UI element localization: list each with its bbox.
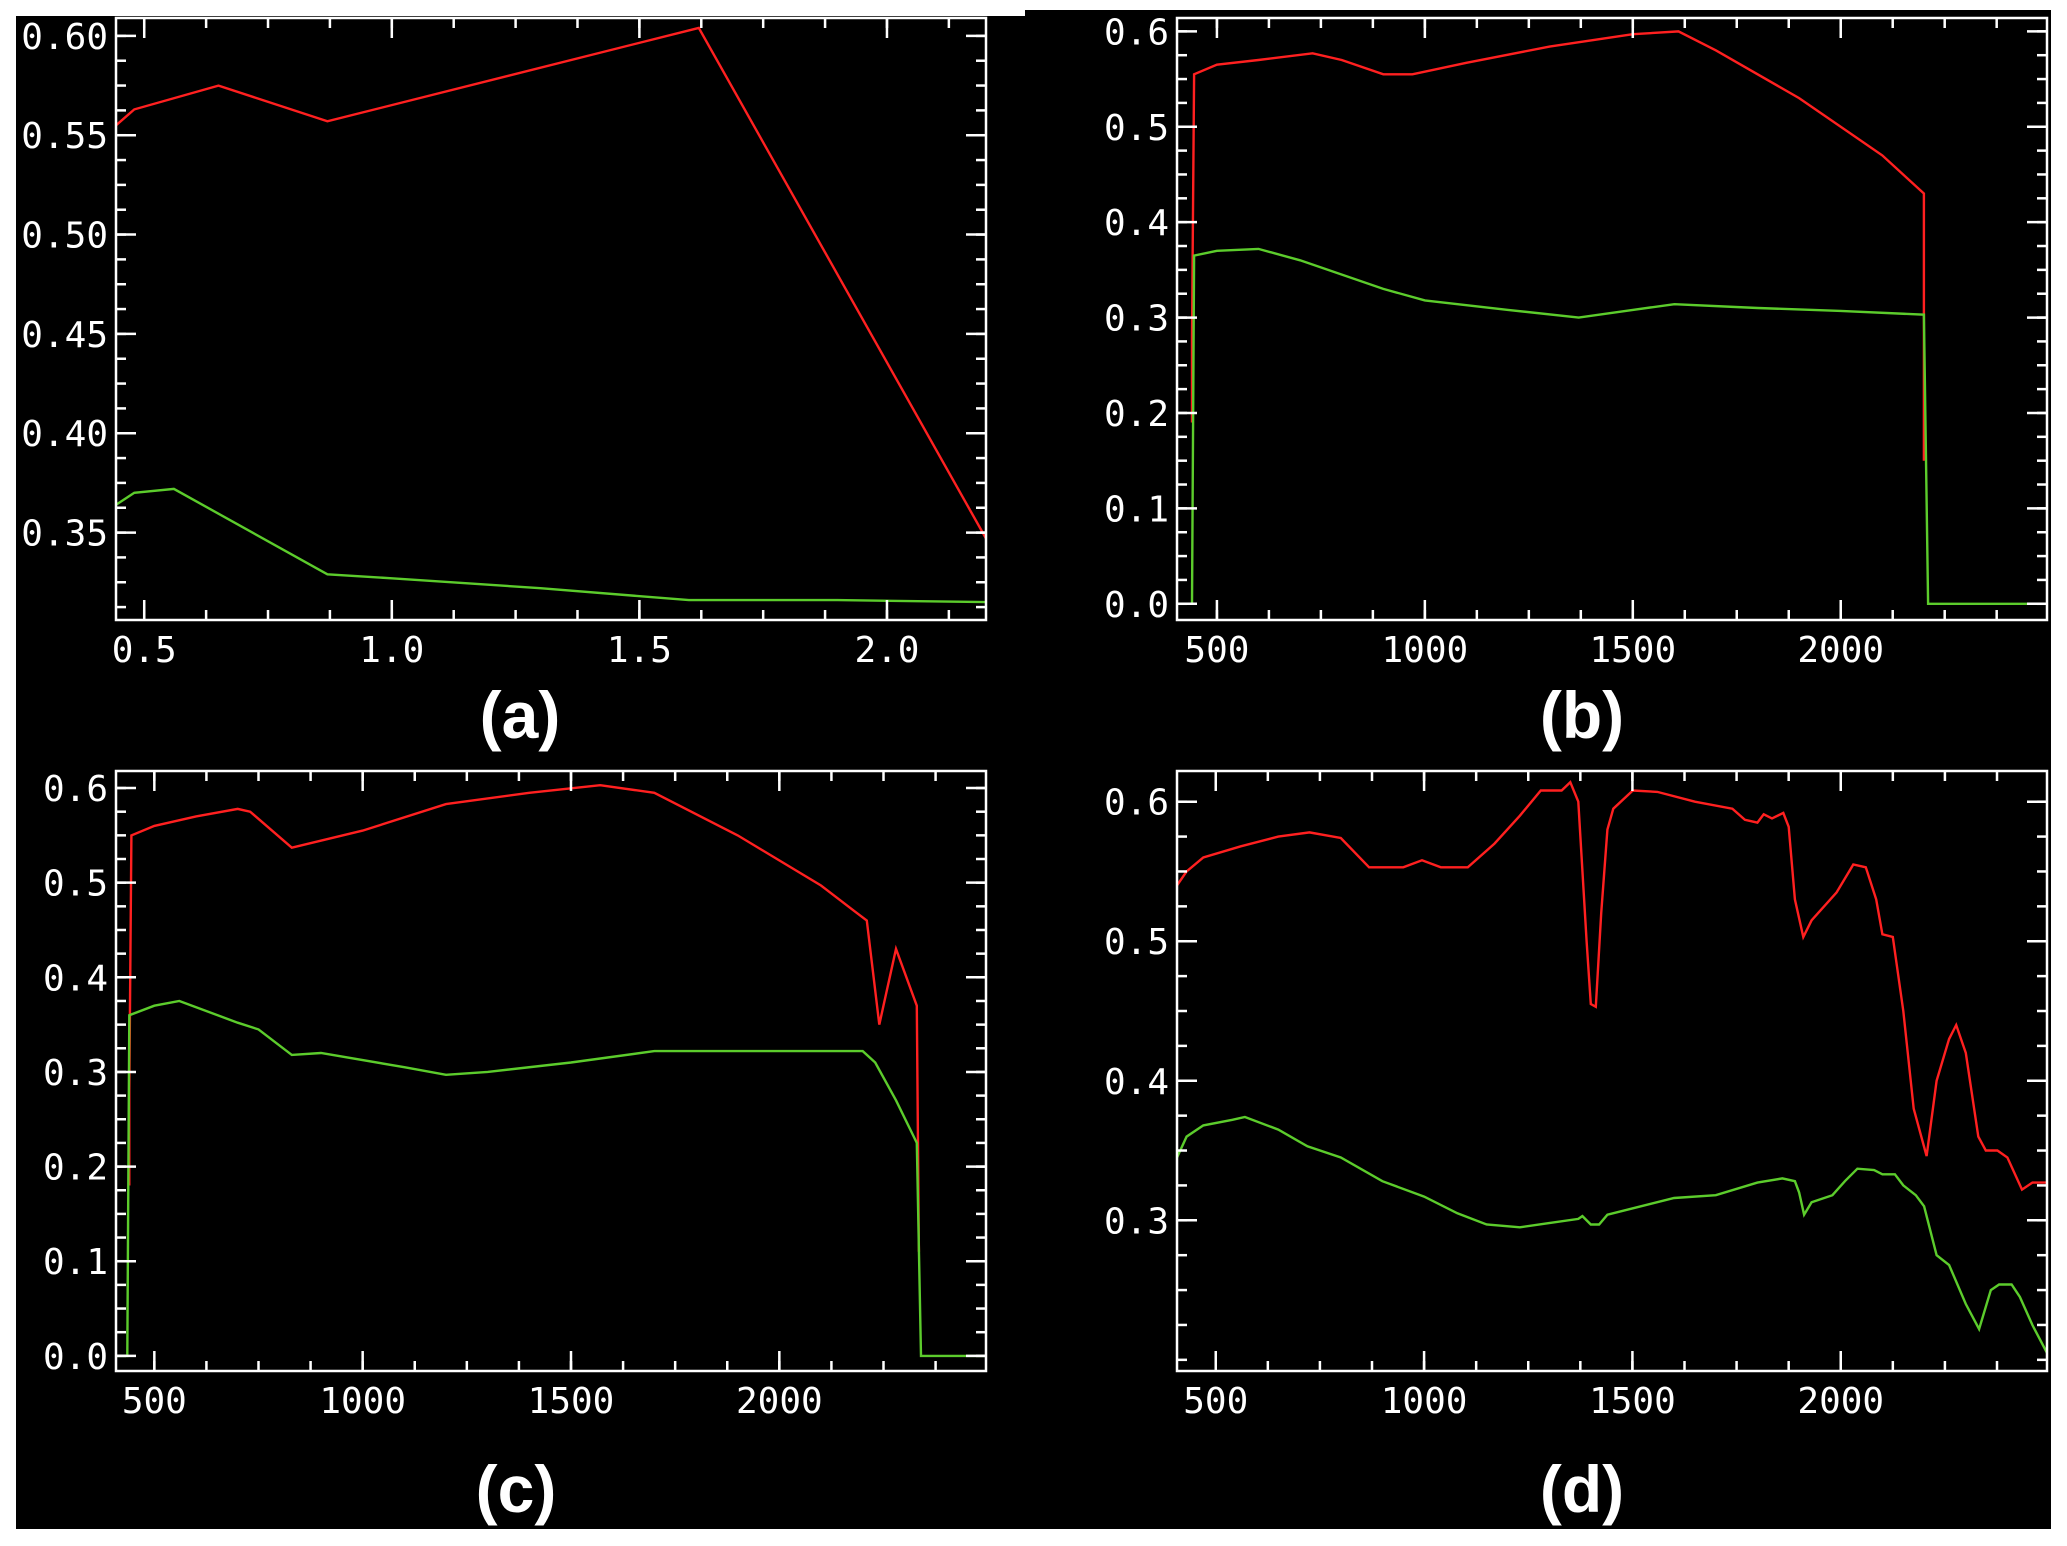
y-tick-label: 0.45 [21,315,108,356]
y-tick-label: 0.2 [1104,394,1169,435]
panel-label-b: (b) [1540,678,1624,752]
series-line-green [116,999,986,1358]
y-tick-label: 0.50 [21,216,108,257]
x-tick-label: 2000 [1797,630,1884,671]
x-tick-label: 1000 [1381,1381,1468,1422]
y-tick-label: 0.4 [1104,1062,1169,1103]
y-tick-label: 0.6 [1104,12,1169,53]
x-tick-label: 2.0 [854,630,919,671]
figure-background [16,16,2051,1529]
y-tick-label: 0.0 [1104,585,1169,626]
x-tick-label: 1.0 [359,630,424,671]
x-tick-label: 1000 [1382,630,1469,671]
x-tick-label: 1000 [319,1381,406,1422]
panel-label-c: (c) [476,1452,557,1526]
y-tick-label: 0.0 [43,1337,108,1378]
x-tick-label: 2000 [736,1381,823,1422]
x-tick-label: 0.5 [112,630,177,671]
y-tick-label: 0.3 [43,1053,108,1094]
panel-b: (b) 500 1000 1500 2000 0.0 0.1 0.2 0.3 0.4 0.5 0.6 [1104,12,2049,752]
series-line-red [1190,30,1926,461]
x-tick-label: 1500 [528,1381,615,1422]
figure-background-top-right [1025,10,2051,20]
series-line-green [1177,1115,2047,1354]
axes-frame [1175,769,2049,1373]
x-tick-label: 500 [1183,1381,1248,1422]
y-tick-label: 0.60 [21,17,108,58]
axes-frame [1175,16,2049,622]
y-tick-label: 0.4 [43,958,108,999]
series-line-green [1177,247,2047,605]
y-tick-label: 0.55 [21,116,108,157]
series-line-red [1177,780,2047,1192]
y-tick-label: 0.4 [1104,203,1169,244]
y-tick-label: 0.6 [1104,783,1169,824]
y-tick-label: 0.1 [1104,489,1169,530]
y-tick-label: 0.3 [1104,1201,1169,1242]
x-tick-label: 2000 [1797,1381,1884,1422]
panel-label-a: (a) [480,678,561,752]
x-tick-label: 500 [1184,630,1249,671]
y-tick-label: 0.5 [1104,108,1169,149]
series-line-red [116,26,986,540]
panel-d: (d) 500 1000 1500 2000 0.3 0.4 0.5 0.6 [1104,769,2049,1526]
y-tick-label: 0.2 [43,1148,108,1189]
x-tick-label: 1500 [1589,1381,1676,1422]
y-tick-label: 0.5 [43,864,108,905]
y-tick-label: 0.1 [43,1242,108,1283]
panel-c: (c) 500 1000 1500 2000 0.0 0.1 0.2 0.3 0.4 0.5 0.6 [43,769,988,1526]
y-tick-label: 0.5 [1104,922,1169,963]
y-tick-label: 0.3 [1104,299,1169,340]
panel-a: (a) 0.5 1.0 1.5 2.0 0.35 0.40 0.45 0.50 0.55 0.60 [21,16,988,752]
y-tick-label: 0.35 [21,514,108,555]
x-tick-label: 500 [122,1381,187,1422]
axes-frame [114,16,988,622]
series-line-green [116,487,986,604]
x-tick-label: 1500 [1589,630,1676,671]
x-tick-label: 1.5 [607,630,672,671]
y-tick-label: 0.6 [43,769,108,810]
panel-label-d: (d) [1540,1452,1624,1526]
series-line-red [128,783,921,1252]
y-tick-label: 0.40 [21,414,108,455]
